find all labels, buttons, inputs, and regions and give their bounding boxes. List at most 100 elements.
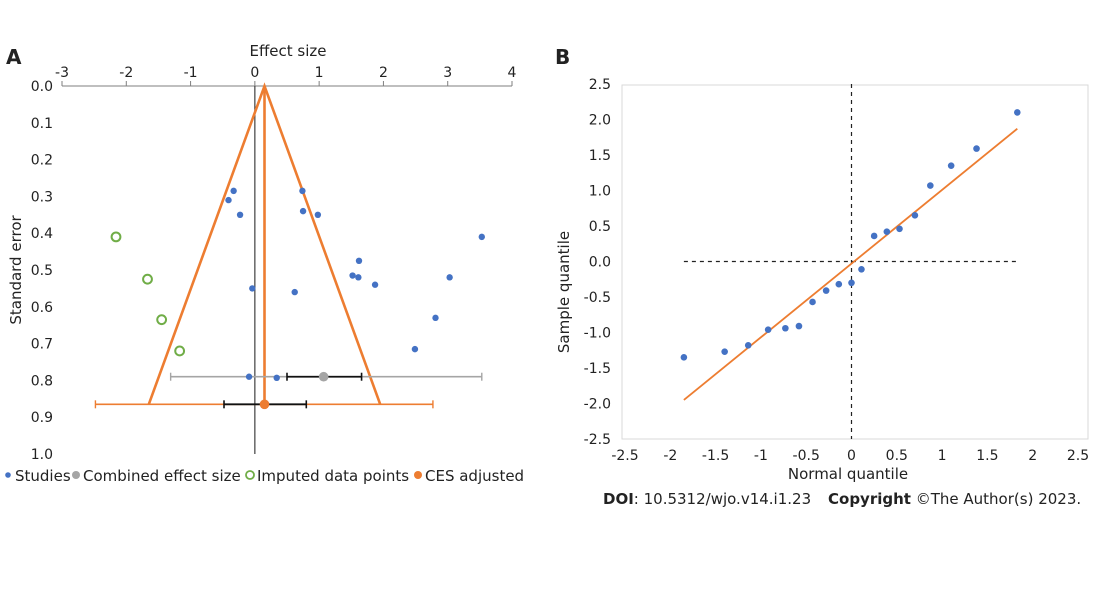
quantile-point <box>848 279 855 287</box>
study-point <box>446 274 453 281</box>
plot-area-border <box>621 84 1089 440</box>
footer-doi: DOI: 10.5312/wjo.v14.i1.23 <box>603 490 811 508</box>
quantile-point <box>858 266 865 273</box>
legend-marker <box>245 470 255 480</box>
x-tick-label: 4 <box>508 65 517 81</box>
quantile-point <box>896 225 903 233</box>
quantile-point <box>973 145 980 152</box>
study-point <box>299 187 306 195</box>
legend-label: Combined effect size <box>83 467 241 485</box>
x-tick-label: 0 <box>847 448 856 464</box>
study-point <box>249 285 256 292</box>
x-tick-label: -0.5 <box>793 448 820 464</box>
study-point <box>355 274 362 281</box>
study-point <box>245 373 253 380</box>
quantile-point <box>744 341 752 349</box>
imputed-point <box>174 345 186 357</box>
x-axis-label: Effect size <box>249 42 326 60</box>
panel-a-letter: A <box>6 45 22 69</box>
quantile-point <box>947 162 955 169</box>
quantile-point <box>764 326 772 333</box>
y-tick-label: 1.0 <box>31 447 53 463</box>
x-tick-label: -1 <box>184 65 198 81</box>
y-tick-label: 0.7 <box>31 337 53 353</box>
y-axis-label: Sample quantile <box>555 231 573 353</box>
y-axis-label: Standard error <box>7 215 25 325</box>
y-tick-label: 0.2 <box>31 153 53 169</box>
x-tick-label: 1.5 <box>976 448 998 464</box>
y-tick-label: -1.5 <box>584 361 611 377</box>
study-point <box>273 374 280 382</box>
x-tick-label: -2 <box>663 448 677 464</box>
footer-copyright: Copyright ©The Author(s) 2023. <box>828 490 1081 508</box>
legend-marker <box>5 472 11 478</box>
quantile-point <box>835 280 843 288</box>
y-tick-label: 1.5 <box>589 148 611 164</box>
copyright-label: Copyright <box>828 490 911 508</box>
combined-effect-point <box>318 371 329 382</box>
quantile-point <box>809 298 816 306</box>
study-point <box>411 345 419 353</box>
x-tick-label: -2.5 <box>611 448 638 464</box>
y-tick-label: -2.0 <box>584 397 611 413</box>
doi-label: DOI <box>603 490 634 508</box>
imputed-point <box>142 273 153 285</box>
x-tick-label: -3 <box>55 65 69 81</box>
x-tick-label: 0.5 <box>886 448 908 464</box>
plot-marks <box>94 82 485 410</box>
y-tick-label: 0.1 <box>31 116 53 132</box>
copyright-value: ©The Author(s) 2023. <box>911 490 1081 508</box>
y-tick-label: -0.5 <box>584 290 611 306</box>
x-tick-label: -2 <box>119 65 133 81</box>
legend-marker <box>72 471 80 479</box>
study-point <box>478 233 485 241</box>
study-point <box>349 272 356 279</box>
funnel-plot-panel: A Effect size Standard error -3 -2 -1 0 1 2 3 4… <box>5 42 524 485</box>
legend: Studies Combined effect size Imputed data … <box>5 467 524 485</box>
y-tick-label: 0.5 <box>31 263 53 279</box>
x-tick-label: 2 <box>379 65 388 81</box>
imputed-point <box>110 231 122 243</box>
study-point <box>432 314 439 322</box>
x-tick-label: 1 <box>938 448 947 464</box>
plot-marks <box>680 84 1021 439</box>
quantile-point <box>927 182 934 189</box>
legend-marker <box>414 471 422 479</box>
study-point <box>236 211 244 218</box>
qq-plot-panel: B Normal quantile Sample quantile -2.5 -2… <box>555 45 1089 483</box>
study-point <box>230 187 237 195</box>
axes: -2.5 -2 -1.5 -1 -0.5 0 0.5 1 1.5 2 2.5 2.5 2.0 1.5 1.0… <box>584 77 1089 464</box>
y-tick-label: 0.6 <box>31 300 53 316</box>
study-point <box>291 288 298 296</box>
study-point <box>299 207 307 215</box>
quantile-point <box>911 212 919 219</box>
quantile-point <box>870 232 878 240</box>
quantile-point <box>1013 109 1021 116</box>
adjusted-effect-point <box>259 399 270 410</box>
y-tick-label: 0.9 <box>31 410 53 426</box>
quantile-point <box>883 228 891 235</box>
quantile-point <box>721 348 728 355</box>
x-tick-label: 0 <box>250 65 259 81</box>
y-tick-label: 0.3 <box>31 189 53 205</box>
x-tick-label: 2.5 <box>1067 448 1089 464</box>
x-tick-label: -1 <box>754 448 768 464</box>
x-axis-label: Normal quantile <box>788 465 908 483</box>
panel-b-letter: B <box>555 45 570 69</box>
doi-value: : 10.5312/wjo.v14.i1.23 <box>634 490 811 508</box>
y-tick-label: 2.0 <box>589 113 611 129</box>
x-tick-label: 1 <box>315 65 324 81</box>
study-point <box>371 281 379 288</box>
quantile-point <box>795 322 803 330</box>
y-tick-label: 1.0 <box>589 184 611 200</box>
axes: -3 -2 -1 0 1 2 3 4 0.0 0.1 0.2 0.3 0.4 0.5 0.6 0.7 0.8 0.… <box>31 65 517 463</box>
fit-line <box>683 128 1018 401</box>
y-tick-label: 0.5 <box>589 219 611 235</box>
imputed-point <box>156 314 168 326</box>
study-point <box>225 196 232 204</box>
y-tick-label: -1.0 <box>584 326 611 342</box>
quantile-point <box>680 354 688 361</box>
study-point <box>314 211 322 218</box>
legend-label: Imputed data points <box>257 467 409 485</box>
